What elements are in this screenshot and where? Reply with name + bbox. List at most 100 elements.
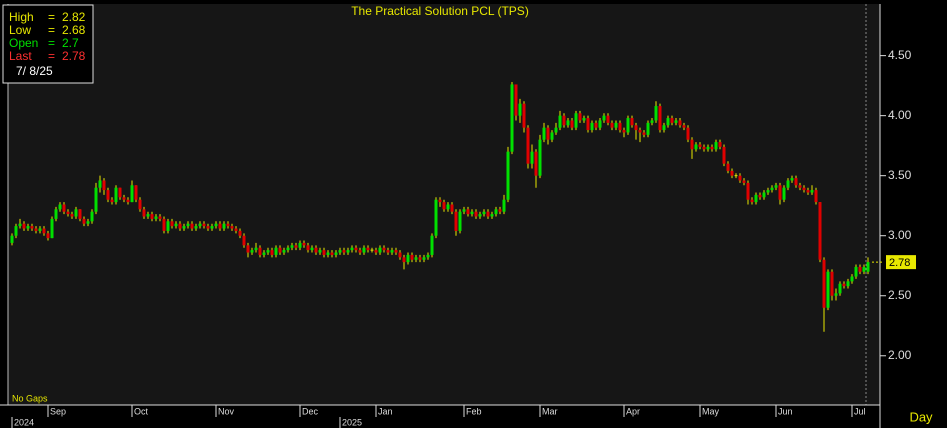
candle-body [98,180,102,188]
x-tick-label: Jul [854,406,866,416]
candle-body [122,197,126,200]
candle-body [730,170,734,176]
candle-body [218,223,222,229]
candle-body [402,257,406,263]
candle-body [394,250,398,253]
candle-body [382,247,386,251]
candle-body [170,221,174,227]
marks [10,82,870,332]
candle-body [390,250,394,253]
candle-body [746,182,750,200]
y-tick-label: 2.00 [888,348,912,362]
candle-body [598,120,602,128]
candle-body [294,245,298,248]
x-tick-label: Feb [466,406,482,416]
candle-body [334,252,338,255]
candle-body [106,190,110,200]
x-tick-label: Dec [302,406,319,416]
last-price-tag [886,255,916,270]
candle-body [658,106,662,131]
candle-body [758,194,762,198]
candle-body [806,190,810,193]
candle-body [494,209,498,215]
candle-body [238,230,242,236]
candle-body [790,178,794,181]
candle-body [794,178,798,186]
candle-body [374,250,378,253]
candle-body [46,233,50,239]
info-value: 2.68 [62,23,86,37]
candle-body [786,180,790,188]
candle-body [798,185,802,188]
info-value: 2.7 [62,36,79,50]
candle-body [614,122,618,128]
y-tick-label: 3.50 [888,168,912,182]
candle-body [134,185,138,200]
candle-body [818,202,822,260]
candle-body [866,262,870,272]
candle-body [646,122,650,135]
candle-body [842,283,846,287]
candle-body [358,250,362,253]
candle-body [618,122,622,131]
candle-body [754,194,758,203]
candle-body [42,228,46,234]
candle-body [166,221,170,231]
candle-body [838,283,842,294]
candle-body [414,257,418,260]
info-separator: = [48,10,55,24]
chart-title: The Practical Solution PCL (TPS) [351,4,529,18]
candle-body [406,254,410,263]
candle-body [546,127,550,140]
candle-body [226,223,230,227]
candle-body [690,139,694,150]
year-label: 2025 [342,417,362,427]
info-label: High [9,10,34,24]
candle-body [302,242,306,246]
candle-body [398,252,402,258]
candle-body [146,214,150,217]
last-price: 2.78 [889,257,910,269]
candle-body [234,228,238,231]
period: Day [909,409,933,424]
candle-body [190,223,194,229]
candle-body [482,211,486,215]
candle-body [110,199,114,203]
candle-body [710,146,714,150]
candle-body [462,209,466,212]
x-tick-label: Mar [542,406,558,416]
candle-body [34,228,38,231]
candle-body [666,118,670,126]
candle-body [470,211,474,215]
candle-body [782,187,786,200]
candle-body [422,257,426,260]
candle-body [318,250,322,253]
candle-body [230,226,234,229]
candle-body [514,84,518,116]
candle-body [386,250,390,253]
candle-body [58,204,62,210]
candle-body [38,228,42,231]
candle-body [298,242,302,248]
candle-body [26,226,30,229]
candle-body [378,247,382,253]
candle-body [486,211,490,217]
candle-body [254,247,258,251]
candle-body [274,247,278,255]
candle-body [266,250,270,253]
candle-body [210,226,214,229]
candle-body [574,113,578,128]
candle-body [538,139,542,176]
candle-body [706,146,710,150]
info-separator: = [48,23,55,37]
info-label: Open [9,36,38,50]
candle-body [118,187,122,198]
candle-body [142,209,146,217]
candle-body [558,115,562,128]
candle-body [70,214,74,217]
candle-body [634,125,638,131]
candle-body [194,226,198,229]
candle-body [62,204,66,212]
candle-body [778,185,782,200]
candle-body [766,190,770,193]
